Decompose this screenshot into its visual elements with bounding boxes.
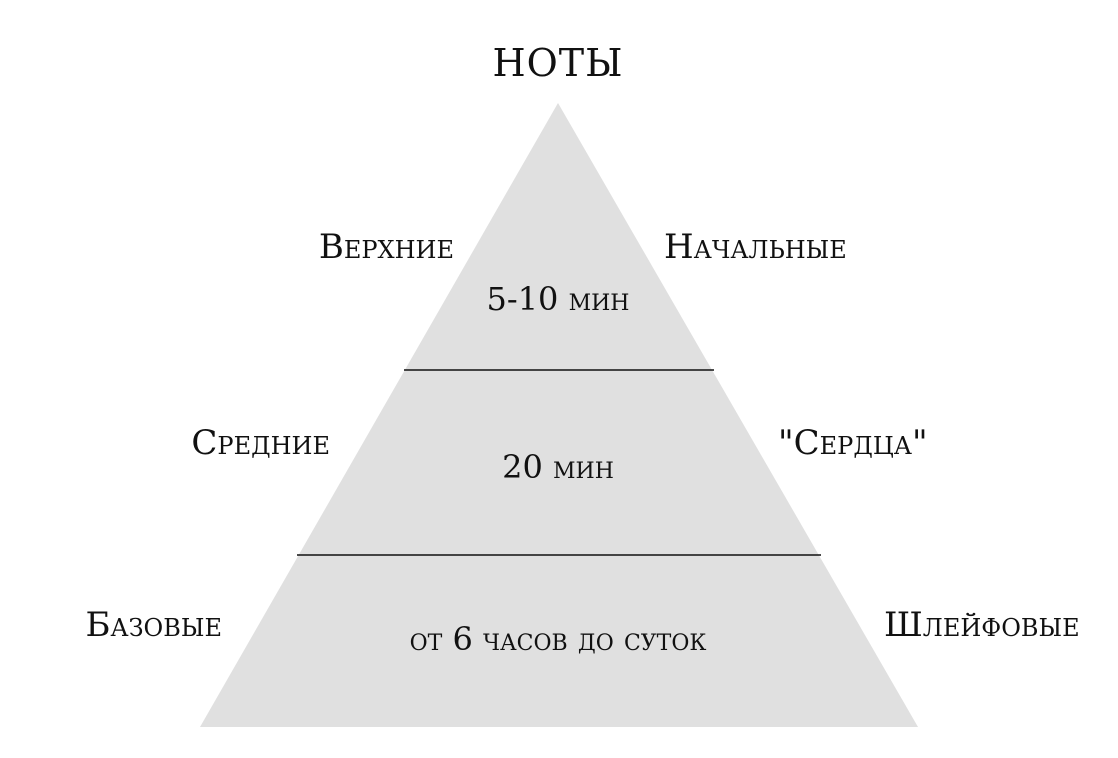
tier-bottom-left-label: Базовые [85,605,222,645]
pyramid-shape [200,103,918,727]
tier-middle-duration: 20 мин [502,448,614,486]
tier-bottom-right-label: Шлейфовые [884,605,1080,645]
diagram-title: НОТЫ [492,41,623,85]
tier-middle-left-label: Средние [191,423,330,463]
tier-top-duration: 5-10 мин [487,280,630,318]
tier-middle-right-label: "Сердца" [778,423,928,463]
tier-bottom-duration: от 6 часов до суток [410,620,707,658]
tier-top-right-label: Начальные [664,227,847,267]
tier-top-left-label: Верхние [319,227,454,267]
